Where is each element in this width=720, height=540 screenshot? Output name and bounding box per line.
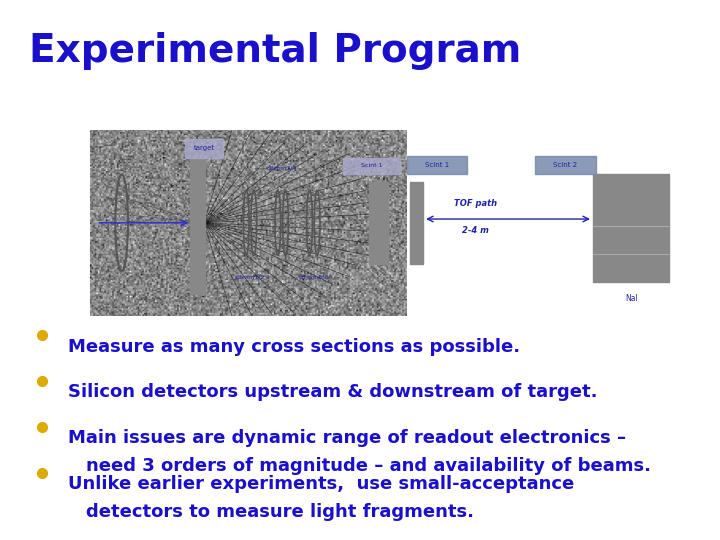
Text: need 3 orders of magnitude – and availability of beams.: need 3 orders of magnitude – and availab… xyxy=(86,457,652,475)
Text: TOF path: TOF path xyxy=(454,199,497,208)
Text: d3mm1/2: d3mm1/2 xyxy=(235,275,265,280)
Text: d3mm5/6: d3mm5/6 xyxy=(298,275,328,280)
Text: target: target xyxy=(194,145,215,151)
Bar xyxy=(190,159,205,294)
Text: Measure as many cross sections as possible.: Measure as many cross sections as possib… xyxy=(68,338,521,355)
Text: NaI: NaI xyxy=(625,294,637,302)
Bar xyxy=(536,156,595,174)
Text: detectors to measure light fragments.: detectors to measure light fragments. xyxy=(86,503,474,521)
Bar xyxy=(593,174,670,282)
Bar xyxy=(407,156,467,174)
Bar xyxy=(369,182,388,264)
Text: 2-4 m: 2-4 m xyxy=(462,226,489,235)
Text: Scint 1: Scint 1 xyxy=(425,162,449,168)
Text: Silicon detectors upstream & downstream of target.: Silicon detectors upstream & downstream … xyxy=(68,383,598,401)
Bar xyxy=(410,182,423,264)
Text: Experimental Program: Experimental Program xyxy=(29,32,521,70)
Text: Scint 2: Scint 2 xyxy=(554,162,577,168)
Text: Scint 1: Scint 1 xyxy=(361,164,383,168)
Text: Unlike earlier experiments,  use small-acceptance: Unlike earlier experiments, use small-ac… xyxy=(68,475,575,493)
Ellipse shape xyxy=(156,219,161,226)
Text: d3mm3/4: d3mm3/4 xyxy=(266,166,297,171)
Bar xyxy=(343,158,400,174)
Bar xyxy=(185,139,223,158)
Text: Main issues are dynamic range of readout electronics –: Main issues are dynamic range of readout… xyxy=(68,429,626,447)
